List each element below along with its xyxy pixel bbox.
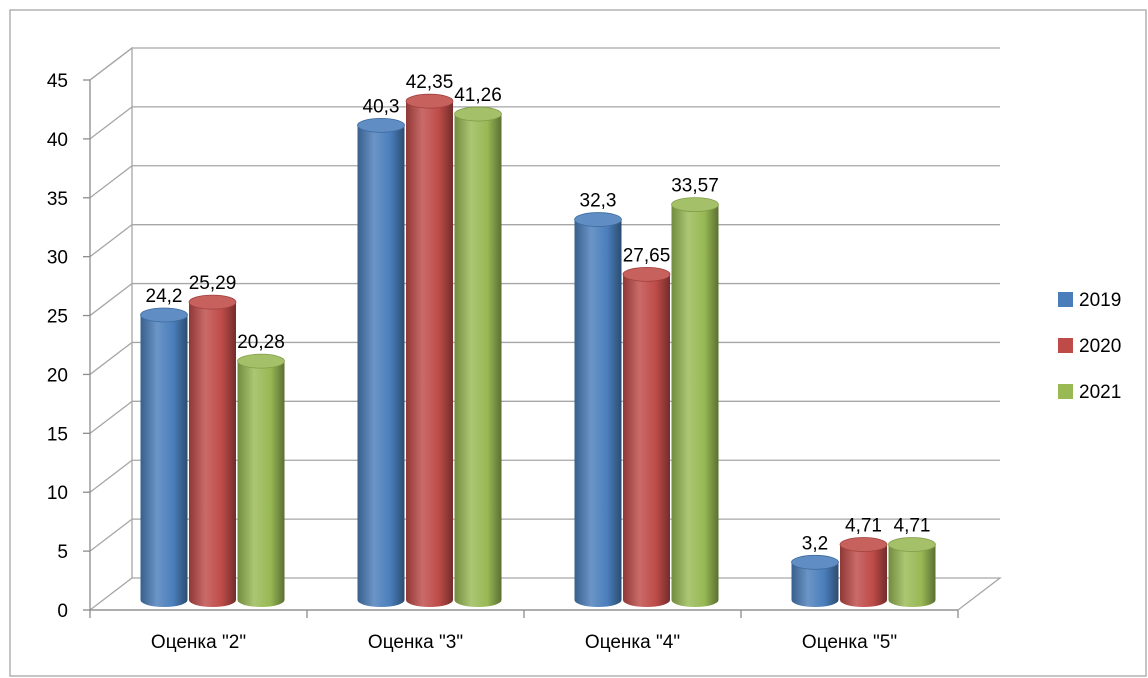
bar-2021-4 xyxy=(888,544,936,607)
x-category-label: Оценка "3" xyxy=(368,632,463,653)
bar-2020-2 xyxy=(406,101,453,607)
bar-top-2021-2 xyxy=(454,106,502,122)
bar-2021-3 xyxy=(671,204,719,607)
y-tick-label: 35 xyxy=(47,189,68,210)
bar-top-2021-1 xyxy=(237,353,285,369)
bar-top-2021-4 xyxy=(888,537,936,552)
data-label-2021-3: 33,57 xyxy=(671,176,719,197)
bar-top-2020-1 xyxy=(188,294,237,310)
chart-border xyxy=(9,9,1147,677)
bar-top-2020-3 xyxy=(622,266,671,282)
bar-top-2019-3 xyxy=(574,212,622,227)
bar-2021-2 xyxy=(454,114,502,607)
legend-label-2021: 2021 xyxy=(1079,382,1121,403)
data-label-2019-2: 40,3 xyxy=(363,96,400,117)
data-label-2021-1: 20,28 xyxy=(237,332,285,353)
bar-top-2019-2 xyxy=(357,117,405,133)
x-category-label: Оценка "2" xyxy=(151,632,246,653)
data-label-2020-2: 42,35 xyxy=(406,72,454,93)
bar-top-2020-4 xyxy=(839,537,888,552)
y-tick-label: 25 xyxy=(47,307,68,328)
gridline xyxy=(89,165,1000,199)
bar-2019-1 xyxy=(140,314,188,607)
x-category-label: Оценка "4" xyxy=(585,632,680,653)
y-tick-label: 0 xyxy=(57,601,68,622)
data-label-2020-4: 4,71 xyxy=(845,516,882,537)
data-label-2021-2: 41,26 xyxy=(454,85,502,106)
data-label-2019-4: 3,2 xyxy=(802,533,828,554)
gridline xyxy=(89,106,1000,140)
data-label-2020-1: 25,29 xyxy=(189,273,237,294)
data-label-2019-3: 32,3 xyxy=(580,191,617,212)
legend-swatch-2020 xyxy=(1058,338,1073,353)
bar-top-2019-1 xyxy=(140,307,188,323)
bar-2021-1 xyxy=(237,361,285,607)
y-tick-label: 5 xyxy=(57,542,68,563)
gridline xyxy=(89,224,1000,258)
legend-label-2020: 2020 xyxy=(1079,336,1121,357)
y-tick-label: 30 xyxy=(47,248,68,269)
side-wall xyxy=(89,46,133,611)
y-tick-label: 15 xyxy=(47,424,68,445)
bar-2020-1 xyxy=(189,302,236,607)
legend-swatch-2019 xyxy=(1058,292,1073,307)
y-tick-label: 20 xyxy=(47,365,68,386)
bar-2019-4 xyxy=(791,562,839,607)
data-label-2020-3: 27,65 xyxy=(623,245,671,266)
data-label-2019-1: 24,2 xyxy=(146,286,183,307)
x-category-label: Оценка "5" xyxy=(802,632,897,653)
bar-2019-2 xyxy=(357,125,405,607)
bar-top-2021-3 xyxy=(671,197,719,213)
bar-top-2020-2 xyxy=(405,93,454,109)
bar-2019-3 xyxy=(574,219,622,608)
y-tick-label: 40 xyxy=(47,130,68,151)
bar-2020-3 xyxy=(623,274,670,607)
bar-top-2019-4 xyxy=(791,554,839,570)
y-tick-label: 10 xyxy=(47,483,68,504)
gridline xyxy=(89,47,1000,81)
bar-2020-4 xyxy=(840,544,887,607)
data-label-2021-4: 4,71 xyxy=(894,516,931,537)
legend-label-2019: 2019 xyxy=(1079,290,1121,311)
legend-swatch-2021 xyxy=(1058,384,1073,399)
y-tick-label: 45 xyxy=(47,71,68,92)
